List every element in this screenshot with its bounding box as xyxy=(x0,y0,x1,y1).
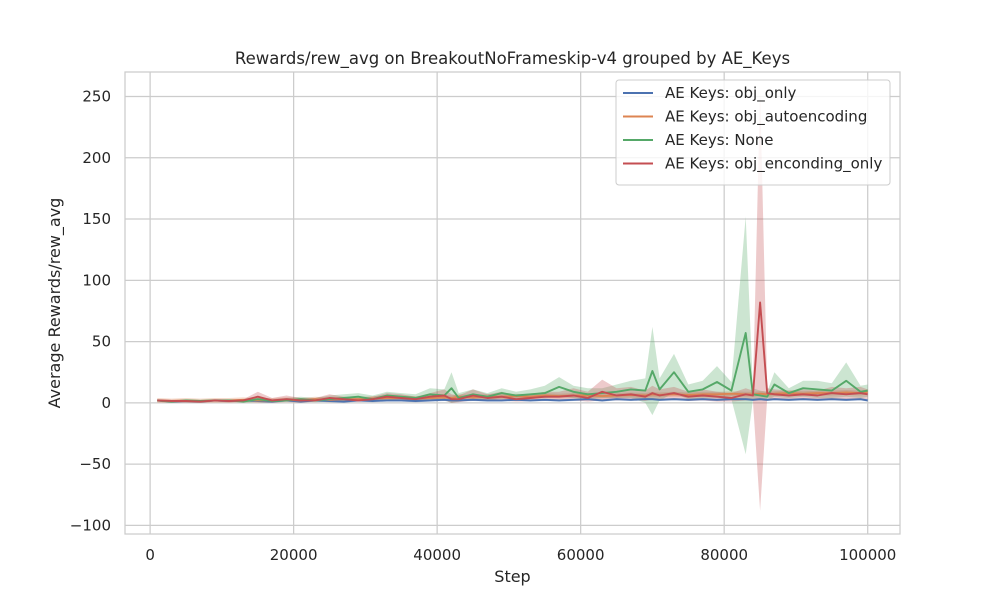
y-tick-label: 0 xyxy=(101,394,111,412)
y-tick-label: 200 xyxy=(82,149,111,167)
y-tick-label: 100 xyxy=(82,271,111,289)
series-line xyxy=(157,332,868,403)
x-tick-label: 40000 xyxy=(413,546,461,564)
legend-label: AE Keys: None xyxy=(665,131,773,149)
y-axis-title: Average Rewards/rew_avg xyxy=(45,198,65,409)
legend-label: AE Keys: obj_enconding_only xyxy=(665,155,882,174)
grid-lines xyxy=(125,72,900,534)
y-tick-label: 150 xyxy=(82,210,111,228)
legend-label: AE Keys: obj_autoencoding xyxy=(665,108,867,127)
x-tick-label: 0 xyxy=(145,546,155,564)
x-axis-ticks: 0 20000 40000 60000 80000 100000 xyxy=(145,546,896,564)
x-axis-title: Step xyxy=(494,567,530,586)
chart-title: Rewards/rew_avg on BreakoutNoFrameskip-v… xyxy=(235,49,790,69)
legend-box xyxy=(615,79,891,186)
x-tick-label: 100000 xyxy=(839,546,896,564)
legend-label: AE Keys: obj_only xyxy=(665,84,797,103)
plot-frame xyxy=(124,71,901,535)
legend: AE Keys: obj_only AE Keys: obj_autoencodi… xyxy=(615,79,891,186)
y-axis-ticks: −100 −50 0 50 100 150 200 250 xyxy=(70,88,111,535)
series-lines xyxy=(157,301,868,403)
x-tick-label: 80000 xyxy=(700,546,748,564)
y-tick-label: −50 xyxy=(79,455,111,473)
series-line xyxy=(157,301,868,403)
y-tick-label: −100 xyxy=(70,516,111,534)
y-tick-label: 50 xyxy=(92,333,111,351)
y-tick-label: 250 xyxy=(82,88,111,106)
x-tick-label: 60000 xyxy=(557,546,605,564)
x-tick-label: 20000 xyxy=(270,546,318,564)
